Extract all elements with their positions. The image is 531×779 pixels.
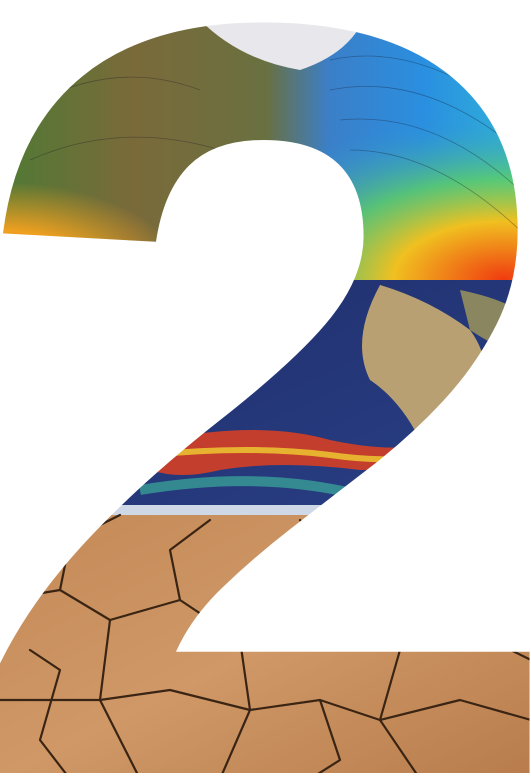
ice-edge	[0, 505, 531, 517]
continent	[460, 290, 531, 360]
current	[139, 476, 362, 500]
ice-cap	[200, 0, 370, 70]
dry-soil	[0, 515, 531, 779]
jet-stream-core	[149, 447, 451, 463]
continent	[362, 285, 485, 443]
contours	[29, 55, 531, 241]
cracks	[0, 513, 531, 779]
